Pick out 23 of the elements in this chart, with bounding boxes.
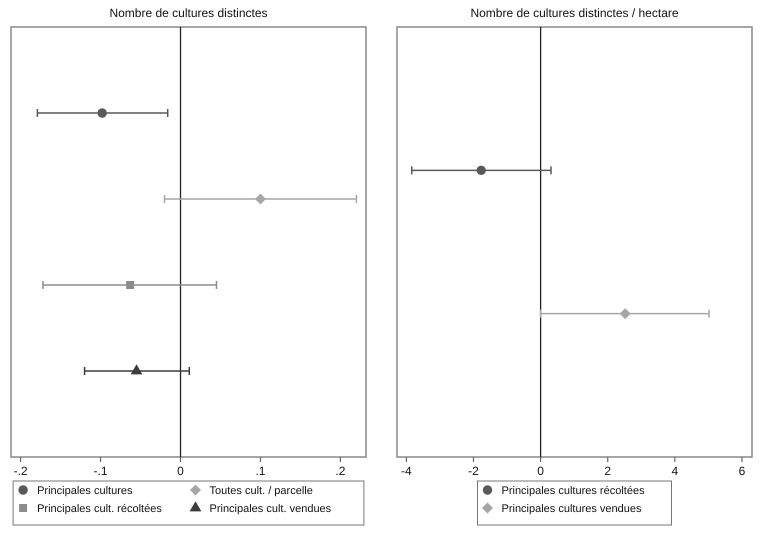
chart-title: Nombre de cultures distinctes / hectare — [470, 6, 679, 20]
x-tick-label: -.2 — [14, 464, 28, 478]
x-tick-label: -.1 — [94, 464, 108, 478]
chart-title: Nombre de cultures distinctes — [109, 6, 268, 20]
point — [97, 108, 107, 118]
x-tick-label: -2 — [468, 464, 480, 478]
x-tick-label: .1 — [255, 464, 266, 478]
x-tick-label: 4 — [671, 464, 678, 478]
x-tick-label: 0 — [537, 464, 544, 478]
legend-label: Principales cult. vendues — [210, 503, 332, 515]
x-tick-label: 6 — [738, 464, 746, 478]
legend-label: Principales cult. récoltées — [37, 503, 162, 515]
point — [254, 194, 266, 204]
point — [126, 281, 134, 289]
point — [130, 364, 142, 374]
x-tick-label: 0 — [177, 464, 184, 478]
legend-label: Principales cultures — [37, 485, 133, 497]
x-tick-label: 2 — [604, 464, 612, 478]
x-tick-label: -4 — [401, 464, 412, 478]
x-tick-label: .2 — [335, 464, 346, 478]
legend-label: Principales cultures vendues — [502, 503, 642, 515]
legend-label: Toutes cult. / parcelle — [210, 485, 313, 497]
legend-label: Principales cultures récoltées — [502, 485, 646, 497]
